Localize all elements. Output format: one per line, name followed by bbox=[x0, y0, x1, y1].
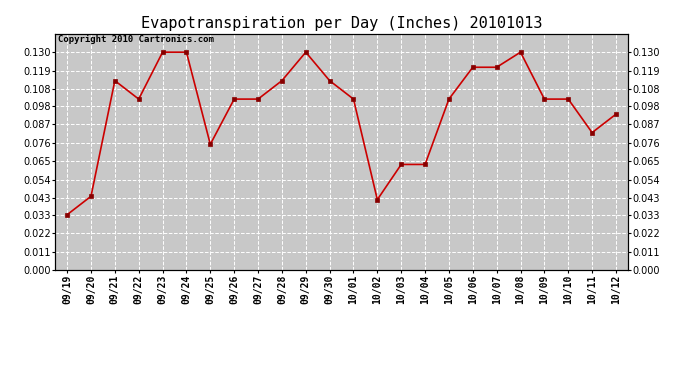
Text: Copyright 2010 Cartronics.com: Copyright 2010 Cartronics.com bbox=[58, 35, 214, 44]
Title: Evapotranspiration per Day (Inches) 20101013: Evapotranspiration per Day (Inches) 2010… bbox=[141, 16, 542, 31]
